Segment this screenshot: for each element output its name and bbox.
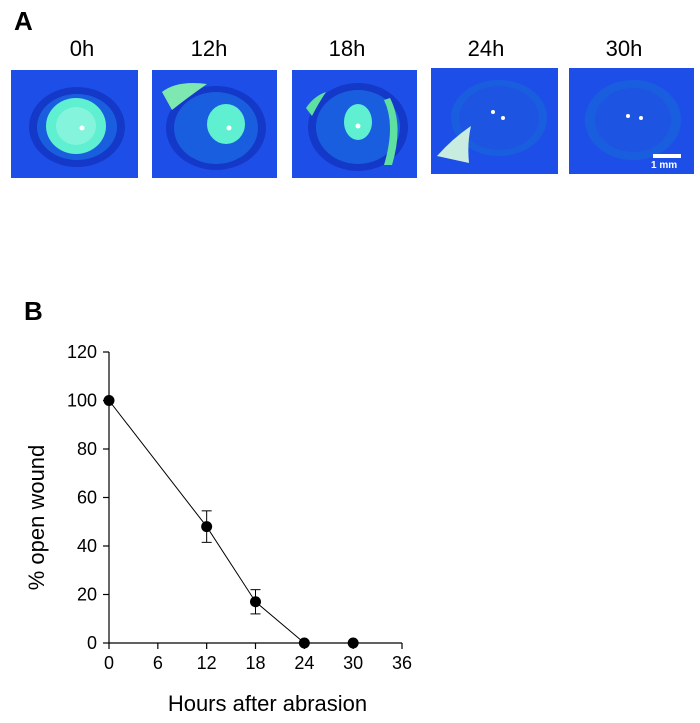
y-tick-label: 60: [77, 488, 97, 508]
data-point: [298, 637, 310, 649]
eye-image-18h: [292, 70, 417, 178]
panel-a-label: A: [14, 6, 33, 36]
x-axis-title: Hours after abrasion: [168, 691, 367, 716]
panel-b-label: B: [24, 296, 43, 326]
eye-image-12h: [152, 70, 277, 178]
x-tick-label: 24: [294, 653, 314, 673]
scale-bar: [653, 154, 681, 158]
timepoint-label-18h: 18h: [328, 36, 366, 61]
eye-image-0h: [11, 70, 138, 178]
y-tick-label: 40: [77, 536, 97, 556]
timepoint-label-30h: 30h: [605, 36, 643, 61]
data-point: [347, 637, 359, 649]
series-line: [108, 400, 354, 644]
x-tick-label: 6: [153, 653, 163, 673]
timepoint-label-24h: 24h: [467, 36, 505, 61]
x-tick-label: 36: [392, 653, 412, 673]
x-tick-label: 0: [104, 653, 114, 673]
y-tick-label: 20: [77, 585, 97, 605]
timepoint-label-12h: 12h: [190, 36, 228, 61]
timepoint-label-0h: 0h: [69, 36, 95, 61]
eye-image-24h: [431, 68, 558, 174]
eye-image-30h: [569, 68, 694, 174]
x-tick-label: 30: [343, 653, 363, 673]
y-axis-title: % open wound: [24, 445, 49, 591]
x-tick-label: 18: [245, 653, 265, 673]
y-tick-label: 0: [87, 633, 97, 653]
scale-bar-label: 1 mm: [651, 160, 678, 171]
data-point: [201, 521, 213, 533]
x-tick-label: 12: [197, 653, 217, 673]
wound-closure-chart: 0 20 40 60 80 100 120 0 6 12 18 24 30 36 Hours after a…: [24, 342, 412, 716]
data-point: [103, 395, 115, 406]
y-tick-label: 100: [67, 391, 97, 411]
y-tick-label: 120: [67, 342, 97, 362]
data-point: [250, 596, 261, 608]
y-tick-label: 80: [77, 439, 97, 459]
